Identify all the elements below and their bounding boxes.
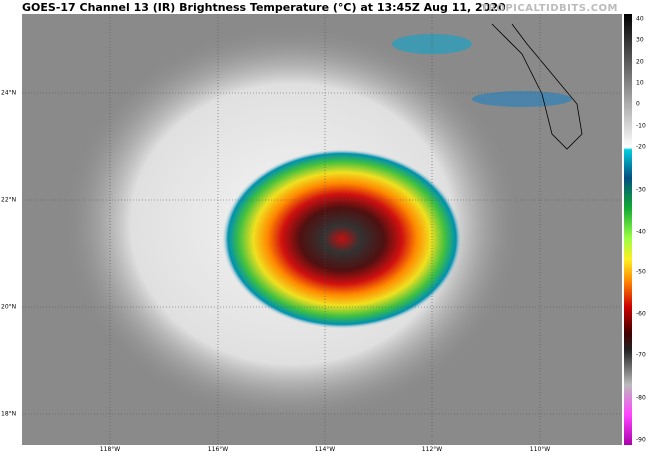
coastline (491, 23, 583, 150)
colorbar-tick-label: -10 (636, 122, 646, 130)
latitude-label: 18°N (1, 410, 17, 418)
latitude-label: 24°N (1, 89, 17, 97)
longitude-label: 114°W (314, 446, 336, 453)
colorbar (624, 14, 632, 445)
colorbar-tick-label: -20 (636, 143, 646, 151)
watermark: TROPICALTIDBITS.COM (480, 3, 618, 14)
colorbar-tick-label: -40 (636, 228, 646, 236)
imagery (22, 14, 622, 445)
hurricane-core (222, 149, 462, 329)
colorbar-tick-label: -70 (636, 351, 646, 359)
longitude-label: 116°W (207, 446, 229, 453)
colorbar-tick-label: -60 (636, 310, 646, 318)
title: GOES-17 Channel 13 (IR) Brightness Tempe… (22, 1, 506, 14)
colorbar-tick-label: 0 (636, 100, 640, 108)
longitude-label: 110°W (529, 446, 551, 453)
colorbar-tick-label: 30 (636, 36, 644, 44)
colorbar-tick-label: -90 (636, 436, 646, 444)
longitude-label: 112°W (421, 446, 443, 453)
latitude-label: 20°N (1, 303, 17, 311)
satellite-image (22, 14, 622, 445)
latitude-label: 22°N (1, 196, 17, 204)
colorbar-tick-label: -80 (636, 394, 646, 402)
cloud-patch (472, 91, 572, 107)
colorbar-tick-label: 10 (636, 79, 644, 87)
colorbar-tick-label: 20 (636, 58, 644, 66)
colorbar-tick-label: -30 (636, 186, 646, 194)
colorbar-tick-label: -50 (636, 268, 646, 276)
longitude-label: 118°W (99, 446, 121, 453)
colorbar-tick-label: 40 (636, 15, 644, 23)
graticule (22, 14, 622, 445)
